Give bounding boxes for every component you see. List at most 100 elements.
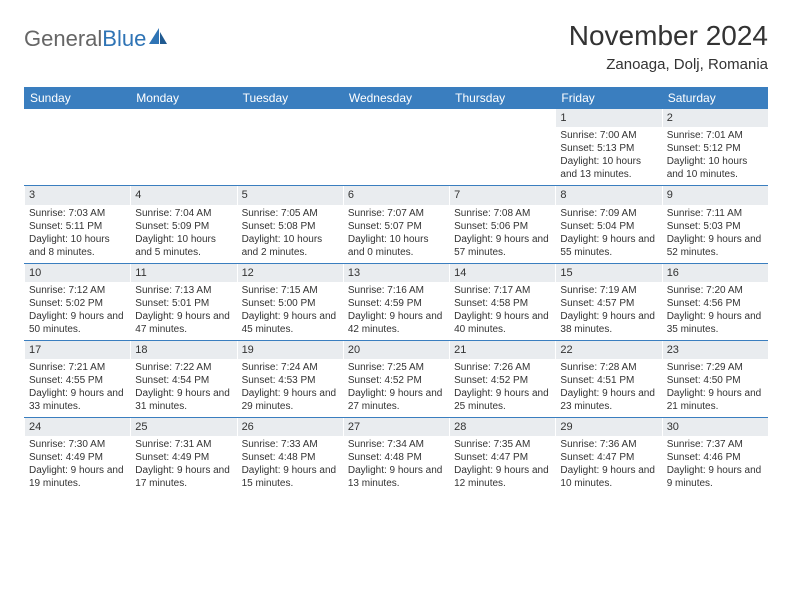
day-number: 25 [131,418,236,436]
day-number: 3 [25,186,130,204]
day-info: Sunrise: 7:29 AMSunset: 4:50 PMDaylight:… [663,361,768,417]
day-header: Thursday [449,87,555,109]
sunrise-text: Sunrise: 7:05 AM [242,207,339,220]
day-info: Sunrise: 7:05 AMSunset: 5:08 PMDaylight:… [238,207,343,263]
sunset-text: Sunset: 4:47 PM [560,451,657,464]
day-info: Sunrise: 7:31 AMSunset: 4:49 PMDaylight:… [131,438,236,494]
daylight-text: Daylight: 9 hours and 45 minutes. [242,310,339,336]
day-number: 28 [450,418,555,436]
day-info: Sunrise: 7:37 AMSunset: 4:46 PMDaylight:… [663,438,768,494]
day-number: 6 [344,186,449,204]
sunrise-text: Sunrise: 7:21 AM [29,361,126,374]
day-info: Sunrise: 7:11 AMSunset: 5:03 PMDaylight:… [663,207,768,263]
day-cell: 25 Sunrise: 7:31 AMSunset: 4:49 PMDayligh… [130,418,236,494]
sunset-text: Sunset: 4:48 PM [348,451,445,464]
day-number: 9 [663,186,768,204]
day-cell: 8Sunrise: 7:09 AMSunset: 5:04 PMDaylight… [555,186,661,262]
title-month: November 2024 [569,20,768,52]
day-info: Sunrise: 7:16 AMSunset: 4:59 PMDaylight:… [344,284,449,340]
sunrise-text: Sunrise: 7:11 AM [667,207,764,220]
daylight-text: Daylight: 10 hours and 10 minutes. [667,155,764,181]
day-cell: 27 Sunrise: 7:34 AMSunset: 4:48 PMDayligh… [343,418,449,494]
day-number: 30 [663,418,768,436]
day-cell: 23Sunrise: 7:29 AMSunset: 4:50 PMDayligh… [662,341,768,417]
day-cell: . [343,109,449,185]
daylight-text: Daylight: 9 hours and 27 minutes. [348,387,445,413]
day-cell: 4Sunrise: 7:04 AMSunset: 5:09 PMDaylight… [130,186,236,262]
sunrise-text: Sunrise: 7:22 AM [135,361,232,374]
day-cell: 19Sunrise: 7:24 AMSunset: 4:53 PMDayligh… [237,341,343,417]
day-info: Sunrise: 7:12 AMSunset: 5:02 PMDaylight:… [25,284,130,340]
day-cell: 5Sunrise: 7:05 AMSunset: 5:08 PMDaylight… [237,186,343,262]
sunrise-text: Sunrise: 7:26 AM [454,361,551,374]
day-number: 22 [556,341,661,359]
sunrise-text: Sunrise: 7:30 AM [29,438,126,451]
day-cell: 13Sunrise: 7:16 AMSunset: 4:59 PMDayligh… [343,264,449,340]
sunset-text: Sunset: 4:47 PM [454,451,551,464]
day-cell: 28 Sunrise: 7:35 AMSunset: 4:47 PMDayligh… [449,418,555,494]
daylight-text: Daylight: 10 hours and 8 minutes. [29,233,126,259]
logo-word2: Blue [102,26,146,52]
daylight-text: Daylight: 9 hours and 23 minutes. [560,387,657,413]
sunset-text: Sunset: 4:53 PM [242,374,339,387]
logo-word1: General [24,26,102,52]
day-number: 10 [25,264,130,282]
sail-icon [148,27,168,45]
day-cell: 11Sunrise: 7:13 AMSunset: 5:01 PMDayligh… [130,264,236,340]
sunrise-text: Sunrise: 7:36 AM [560,438,657,451]
sunset-text: Sunset: 5:13 PM [560,142,657,155]
day-info: Sunrise: 7:01 AMSunset: 5:12 PMDaylight:… [663,129,768,185]
day-cell: 1 Sunrise: 7:00 AMSunset: 5:13 PMDaylight… [555,109,661,185]
day-cell: 12Sunrise: 7:15 AMSunset: 5:00 PMDayligh… [237,264,343,340]
sunset-text: Sunset: 5:06 PM [454,220,551,233]
day-number: 17 [25,341,130,359]
sunrise-text: Sunrise: 7:09 AM [560,207,657,220]
sunrise-text: Sunrise: 7:24 AM [242,361,339,374]
day-info: Sunrise: 7:25 AMSunset: 4:52 PMDaylight:… [344,361,449,417]
daylight-text: Daylight: 9 hours and 52 minutes. [667,233,764,259]
sunset-text: Sunset: 4:54 PM [135,374,232,387]
day-header-row: Sunday Monday Tuesday Wednesday Thursday… [24,87,768,109]
day-cell: 7Sunrise: 7:08 AMSunset: 5:06 PMDaylight… [449,186,555,262]
day-number: 1 [556,109,661,127]
daylight-text: Daylight: 10 hours and 5 minutes. [135,233,232,259]
day-info: Sunrise: 7:00 AMSunset: 5:13 PMDaylight:… [556,129,661,185]
day-info: Sunrise: 7:04 AMSunset: 5:09 PMDaylight:… [131,207,236,263]
daylight-text: Daylight: 9 hours and 47 minutes. [135,310,232,336]
daylight-text: Daylight: 9 hours and 21 minutes. [667,387,764,413]
day-info: Sunrise: 7:34 AMSunset: 4:48 PMDaylight:… [344,438,449,494]
day-cell: . [449,109,555,185]
day-number: 29 [556,418,661,436]
sunset-text: Sunset: 5:01 PM [135,297,232,310]
sunrise-text: Sunrise: 7:13 AM [135,284,232,297]
day-number: 24 [25,418,130,436]
day-info: Sunrise: 7:15 AMSunset: 5:00 PMDaylight:… [238,284,343,340]
sunset-text: Sunset: 4:49 PM [135,451,232,464]
sunrise-text: Sunrise: 7:12 AM [29,284,126,297]
sunset-text: Sunset: 4:48 PM [242,451,339,464]
day-header: Sunday [24,87,130,109]
sunset-text: Sunset: 5:03 PM [667,220,764,233]
day-number: 27 [344,418,449,436]
daylight-text: Daylight: 9 hours and 15 minutes. [242,464,339,490]
daylight-text: Daylight: 10 hours and 13 minutes. [560,155,657,181]
title-block: November 2024 Zanoaga, Dolj, Romania [569,20,768,73]
calendar-page: GeneralBlue November 2024 Zanoaga, Dolj,… [0,0,792,494]
day-cell: 26Sunrise: 7:33 AMSunset: 4:48 PMDayligh… [237,418,343,494]
sunset-text: Sunset: 4:52 PM [348,374,445,387]
day-cell: 20Sunrise: 7:25 AMSunset: 4:52 PMDayligh… [343,341,449,417]
day-number: 16 [663,264,768,282]
day-cell: 3Sunrise: 7:03 AMSunset: 5:11 PMDaylight… [24,186,130,262]
sunset-text: Sunset: 5:09 PM [135,220,232,233]
day-cell: 16 Sunrise: 7:20 AMSunset: 4:56 PMDayligh… [662,264,768,340]
day-cell: 21Sunrise: 7:26 AMSunset: 4:52 PMDayligh… [449,341,555,417]
day-info: Sunrise: 7:20 AMSunset: 4:56 PMDaylight:… [663,284,768,340]
sunrise-text: Sunrise: 7:31 AM [135,438,232,451]
sunrise-text: Sunrise: 7:16 AM [348,284,445,297]
sunrise-text: Sunrise: 7:07 AM [348,207,445,220]
daylight-text: Daylight: 9 hours and 57 minutes. [454,233,551,259]
daylight-text: Daylight: 9 hours and 38 minutes. [560,310,657,336]
day-info: Sunrise: 7:35 AMSunset: 4:47 PMDaylight:… [450,438,555,494]
day-number: 18 [131,341,236,359]
day-info: Sunrise: 7:22 AMSunset: 4:54 PMDaylight:… [131,361,236,417]
